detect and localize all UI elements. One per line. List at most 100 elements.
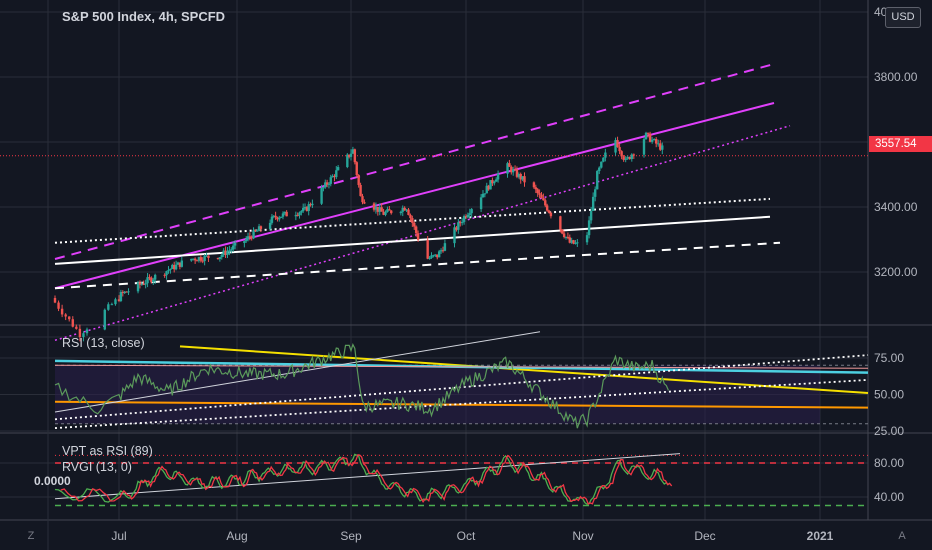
candle-body-144 — [460, 221, 464, 223]
candle-body-82 — [298, 212, 301, 216]
candle-body-56 — [228, 250, 231, 252]
candle-body-78 — [283, 211, 287, 214]
candle-body-101 — [347, 154, 351, 157]
candle-body-205 — [624, 158, 627, 160]
candle-body-64 — [250, 237, 253, 239]
candle-body-182 — [562, 233, 566, 237]
candle-body-80 — [294, 214, 298, 217]
candle-body-174 — [540, 194, 543, 199]
candle-body-188 — [574, 242, 577, 244]
candle-body-51 — [218, 257, 222, 259]
candle-body-120 — [399, 211, 403, 214]
candle-body-145 — [462, 216, 466, 222]
timezone-icon[interactable]: Z — [27, 530, 35, 542]
candle-body-88 — [309, 204, 312, 206]
candle-body-38 — [178, 262, 182, 267]
candle-body-57 — [230, 249, 233, 251]
date-tick-label-6: 2021 — [807, 529, 834, 543]
candle-body-215 — [652, 138, 656, 140]
candle-body-186 — [570, 240, 573, 243]
price-tick-label-2: 3400.00 — [874, 200, 918, 214]
rvgi-red-line — [60, 454, 673, 505]
candle-body-214 — [650, 139, 654, 142]
candle-body-158 — [494, 179, 498, 182]
candle-body-72 — [272, 215, 275, 217]
candle-body-92 — [324, 182, 327, 188]
candle-body-125 — [409, 214, 412, 219]
candle-body-179 — [549, 212, 553, 217]
candle-body-133 — [432, 255, 435, 257]
candle-body-143 — [459, 222, 462, 224]
candle-body-25 — [146, 277, 149, 284]
candle-body-21 — [138, 282, 142, 285]
candle-body-177 — [545, 205, 549, 211]
candle-body-122 — [403, 207, 406, 211]
candle-body-55 — [226, 251, 229, 255]
vpt-value: 0.0000 — [34, 474, 71, 488]
auto-scale-icon[interactable]: A — [898, 530, 906, 542]
candle-body-6 — [75, 326, 78, 329]
candle-body-200 — [614, 140, 617, 153]
candle-body-99 — [336, 167, 340, 171]
candle-body-129 — [416, 233, 420, 240]
date-tick-label-0: Jul — [111, 529, 126, 543]
candle-body-184 — [566, 236, 570, 238]
candle-body-76 — [279, 216, 283, 218]
candle-body-52 — [220, 255, 223, 258]
candle-body-47 — [203, 255, 206, 262]
candle-body-45 — [199, 257, 203, 261]
candle-body-74 — [276, 217, 279, 220]
candle-body-19 — [127, 291, 130, 293]
white-solid-trend — [54, 215, 771, 265]
candle-body-40 — [190, 258, 193, 261]
currency-button[interactable]: USD — [885, 7, 921, 28]
candle-body-183 — [564, 236, 568, 238]
candle-body-202 — [618, 147, 621, 152]
candle-body-5 — [71, 319, 74, 327]
candle-body-156 — [491, 180, 494, 184]
candle-body-4 — [68, 316, 71, 320]
rsi-pink-line — [54, 364, 869, 369]
candle-body-170 — [532, 182, 536, 188]
candle-body-141 — [455, 227, 458, 230]
candle-body-100 — [346, 154, 349, 168]
candle-body-1 — [57, 302, 60, 309]
candle-body-29 — [153, 274, 157, 280]
candle-body-169 — [523, 176, 526, 183]
candle-body-31 — [165, 271, 168, 276]
candle-body-83 — [300, 211, 303, 213]
candle-body-11 — [107, 304, 110, 310]
candle-body-155 — [489, 180, 492, 190]
candle-body-218 — [659, 143, 662, 150]
candle-body-217 — [657, 143, 660, 145]
rsi-white-dotted-upper — [54, 354, 869, 421]
vpt-tick-label-1: 80.00 — [874, 456, 904, 470]
candle-body-65 — [252, 230, 255, 239]
candle-body-36 — [174, 264, 178, 270]
candle-body-3 — [64, 314, 67, 317]
candle-body-68 — [257, 226, 261, 231]
candle-body-39 — [180, 260, 184, 267]
candle-body-117 — [386, 209, 389, 213]
candle-body-111 — [374, 206, 378, 210]
candle-body-127 — [413, 222, 416, 227]
mid-channel-line — [54, 102, 775, 290]
candle-body-86 — [305, 207, 309, 211]
candle-body-197 — [600, 161, 603, 168]
candle-body-172 — [536, 189, 539, 194]
candle-body-115 — [382, 211, 385, 215]
candle-body-212 — [646, 132, 650, 134]
candle-body-149 — [470, 209, 473, 214]
candle-body-93 — [325, 182, 329, 185]
white-dotted-trend — [54, 197, 771, 244]
candle-body-207 — [628, 157, 631, 159]
candle-body-13 — [114, 299, 117, 305]
candle-body-152 — [483, 193, 487, 195]
candle-body-192 — [589, 210, 593, 221]
candle-body-27 — [150, 277, 153, 282]
candle-body-59 — [233, 242, 237, 246]
rvgi-green-line — [54, 453, 669, 505]
candle-body-206 — [626, 157, 629, 159]
candle-body-164 — [513, 169, 517, 171]
